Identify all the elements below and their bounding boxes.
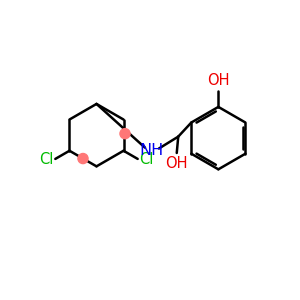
Text: Cl: Cl [139, 152, 154, 167]
Text: NH: NH [140, 142, 164, 158]
Text: Cl: Cl [40, 152, 54, 167]
Circle shape [78, 154, 88, 164]
Text: OH: OH [166, 156, 188, 171]
Text: OH: OH [207, 73, 230, 88]
Circle shape [120, 129, 130, 139]
